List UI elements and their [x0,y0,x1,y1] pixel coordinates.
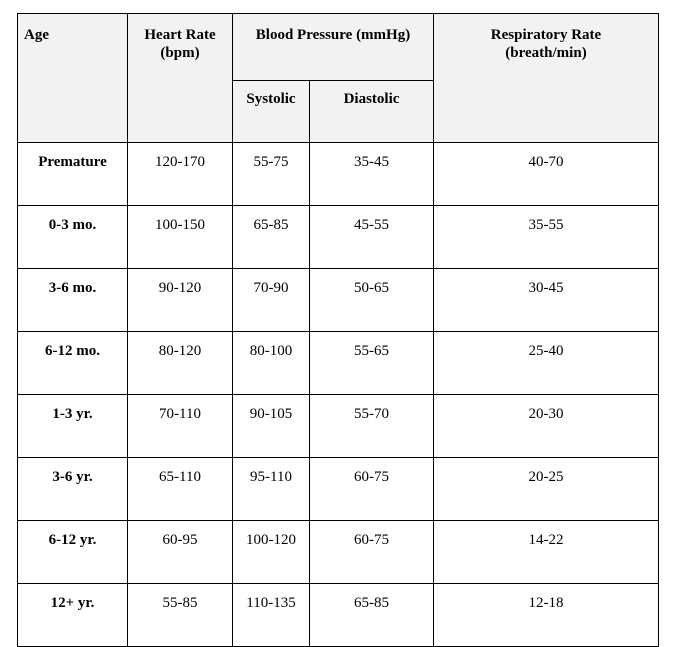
heart-rate-cell: 100-150 [127,205,233,269]
table-row: 3-6 yr. 65-110 95-110 60-75 20-25 [17,457,659,521]
diastolic-cell: 60-75 [309,520,434,584]
age-cell: 6-12 mo. [17,331,128,395]
table-row: 12+ yr. 55-85 110-135 65-85 12-18 [17,583,659,647]
header-systolic: Systolic [232,80,310,143]
systolic-cell: 100-120 [232,520,310,584]
systolic-cell: 80-100 [232,331,310,395]
age-cell: 0-3 mo. [17,205,128,269]
respiratory-rate-cell: 20-30 [433,394,659,458]
systolic-cell: 65-85 [232,205,310,269]
table-row: Premature 120-170 55-75 35-45 40-70 [17,142,659,206]
diastolic-cell: 50-65 [309,268,434,332]
table-row: 6-12 yr. 60-95 100-120 60-75 14-22 [17,520,659,584]
header-heart-rate: Heart Rate (bpm) [127,13,233,143]
header-row: Age Heart Rate (bpm) Blood Pressure (mmH… [17,13,659,143]
heart-rate-cell: 70-110 [127,394,233,458]
table-row: 0-3 mo. 100-150 65-85 45-55 35-55 [17,205,659,269]
respiratory-rate-cell: 35-55 [433,205,659,269]
heart-rate-cell: 80-120 [127,331,233,395]
diastolic-cell: 60-75 [309,457,434,521]
age-cell: 6-12 yr. [17,520,128,584]
heart-rate-cell: 65-110 [127,457,233,521]
age-cell: 3-6 yr. [17,457,128,521]
diastolic-cell: 35-45 [309,142,434,206]
respiratory-rate-cell: 20-25 [433,457,659,521]
header-age: Age [17,13,128,143]
respiratory-rate-cell: 14-22 [433,520,659,584]
header-respiratory-rate: Respiratory Rate (breath/min) [433,13,659,143]
systolic-cell: 110-135 [232,583,310,647]
diastolic-cell: 65-85 [309,583,434,647]
heart-rate-cell: 90-120 [127,268,233,332]
respiratory-rate-cell: 40-70 [433,142,659,206]
table-row: 1-3 yr. 70-110 90-105 55-70 20-30 [17,394,659,458]
respiratory-rate-cell: 12-18 [433,583,659,647]
header-respiratory-rate-label: Respiratory Rate [490,27,602,43]
heart-rate-cell: 120-170 [127,142,233,206]
respiratory-rate-cell: 30-45 [433,268,659,332]
systolic-cell: 95-110 [232,457,310,521]
subheader-row: Systolic Diastolic [18,80,659,143]
age-cell: Premature [17,142,128,206]
header-diastolic: Diastolic [309,80,434,143]
systolic-cell: 55-75 [232,142,310,206]
heart-rate-cell: 60-95 [127,520,233,584]
age-cell: 1-3 yr. [17,394,128,458]
vital-signs-table: Age Heart Rate (bpm) Blood Pressure (mmH… [17,13,659,647]
heart-rate-cell: 55-85 [127,583,233,647]
respiratory-rate-cell: 25-40 [433,331,659,395]
header-heart-rate-label: Heart Rate [144,27,216,43]
age-cell: 12+ yr. [17,583,128,647]
systolic-cell: 90-105 [232,394,310,458]
diastolic-cell: 45-55 [309,205,434,269]
age-cell: 3-6 mo. [17,268,128,332]
header-respiratory-rate-unit: (breath/min) [505,45,587,61]
header-blood-pressure: Blood Pressure (mmHg) [232,13,434,81]
table-row: 6-12 mo. 80-120 80-100 55-65 25-40 [17,331,659,395]
diastolic-cell: 55-65 [309,331,434,395]
table-row: 3-6 mo. 90-120 70-90 50-65 30-45 [17,268,659,332]
diastolic-cell: 55-70 [309,394,434,458]
header-heart-rate-unit: (bpm) [160,45,200,61]
systolic-cell: 70-90 [232,268,310,332]
